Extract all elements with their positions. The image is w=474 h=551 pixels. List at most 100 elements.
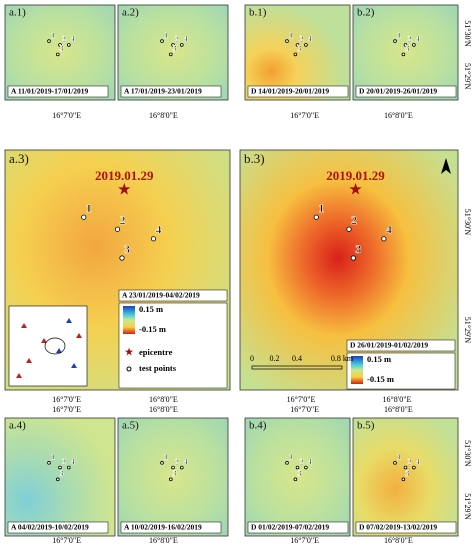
longitude-label: 16°7'0"E <box>52 395 81 404</box>
caption-box <box>7 521 109 534</box>
caption-box <box>355 85 457 98</box>
test-point <box>304 465 308 470</box>
map-raster <box>352 4 459 101</box>
test-point <box>346 226 352 232</box>
panel-label: b.1) <box>249 7 267 19</box>
test-point-label: 1 <box>397 31 401 40</box>
test-point <box>304 43 308 47</box>
longitude-label: 16°7'0"E <box>287 395 316 404</box>
test-point-label: 2 <box>408 457 412 466</box>
map-raster <box>244 4 351 101</box>
longitude-label: 16°7'0"E <box>290 405 319 414</box>
test-point <box>58 465 62 470</box>
test-point <box>412 43 416 47</box>
epicentre-star: ★ <box>348 181 362 198</box>
inset-station <box>16 373 22 378</box>
test-point <box>58 43 62 47</box>
test-point <box>350 255 356 261</box>
caption-box <box>7 85 109 98</box>
test-point-label: 3 <box>173 44 177 53</box>
panel-label: a.4) <box>9 420 26 432</box>
test-point-label: 2 <box>120 213 126 227</box>
longitude-label: 16°8'0"E <box>149 405 178 414</box>
scale-label: 0 <box>250 354 254 363</box>
test-point-label: 1 <box>318 201 324 215</box>
test-point <box>171 43 175 47</box>
test-point <box>160 39 164 43</box>
test-point-label: 1 <box>289 31 293 40</box>
colorbar-min: -0.15 m <box>367 374 394 384</box>
test-point-label: 4 <box>386 223 392 237</box>
caption-box <box>120 521 222 534</box>
inset-station <box>71 363 77 368</box>
panel-caption: A 17/01/2019-23/01/2019 <box>124 87 202 96</box>
test-point-label: 3 <box>60 469 64 478</box>
test-point-label: 4 <box>416 457 420 466</box>
scale-label: 0.2 <box>270 354 280 363</box>
map-panel: b.3) 1 2 3 4 ★2019.01.29 D 26/01/2019-01/02/20… <box>239 149 459 391</box>
panel-label: b.4) <box>249 420 267 432</box>
longitude-label: 16°7'0"E <box>52 111 81 120</box>
epicentre-date: 2019.01.29 <box>326 168 385 183</box>
test-point-label: 3 <box>297 469 301 478</box>
panel-label: a.5) <box>122 420 139 432</box>
colorbar-min: -0.15 m <box>139 324 166 334</box>
test-point <box>412 465 416 470</box>
test-point <box>381 236 387 242</box>
test-point <box>180 43 184 47</box>
test-point <box>160 461 164 465</box>
test-point <box>295 43 300 47</box>
longitude-label: 16°8'0"E <box>384 405 413 414</box>
test-point-label: 1 <box>86 201 92 215</box>
colorbar <box>351 356 363 384</box>
test-point <box>180 465 184 470</box>
test-point-label: 3 <box>405 469 409 478</box>
map-raster <box>117 4 229 101</box>
test-point <box>67 43 71 47</box>
map-panel: a.2) 1 234 A 17/01/2019-23/01/2019 <box>117 4 229 101</box>
test-point <box>285 39 289 43</box>
panel-caption: D 14/01/2019-20/01/2019 <box>251 87 329 96</box>
test-point-label: 1 <box>164 31 168 40</box>
colorbar-max: 0.15 m <box>139 304 163 314</box>
panel-caption: D 01/02/2019-07/02/2019 <box>251 523 329 532</box>
inset-station <box>66 318 72 323</box>
latitude-label: 51°30'N <box>463 209 472 236</box>
map-panel: b.5) 12 34 D 07/02/2019-13/02/2019 <box>352 417 459 537</box>
inset-station <box>76 333 82 338</box>
test-point <box>295 465 300 470</box>
panel-caption: A 11/01/2019-17/01/2019 <box>11 87 89 96</box>
test-point <box>403 465 408 470</box>
longitude-label: 16°8'0"E <box>149 111 178 120</box>
inset-station <box>56 348 62 353</box>
test-point-label: 2 <box>408 35 412 44</box>
colorbar-max: 0.15 m <box>367 354 391 364</box>
test-point <box>313 214 319 220</box>
legend-box <box>118 302 228 389</box>
test-point-label: 2 <box>175 457 179 466</box>
panel-label: a.3) <box>9 151 29 166</box>
test-point-label: 2 <box>62 457 66 466</box>
test-point-label: 1 <box>51 31 55 40</box>
map-raster <box>352 417 459 537</box>
inset-outline <box>44 337 66 355</box>
panel-caption: A 23/01/2019-04/02/2019 <box>122 291 200 300</box>
map-panel: a.4) 12 34 A 04/02/2019-10/02/2019 <box>4 417 116 537</box>
scale-label: 0.4 <box>292 354 302 363</box>
test-point <box>401 477 406 482</box>
legend-star: ★ <box>124 347 134 359</box>
map-raster <box>117 417 229 537</box>
caption-box <box>120 85 222 98</box>
map-panel: a.5) 12 34 A 10/02/2019-16/02/2019 <box>117 417 229 537</box>
test-point <box>114 226 121 232</box>
test-point-label: 3 <box>124 242 130 256</box>
caption-box <box>355 521 457 534</box>
latitude-label: 51°29'N <box>463 493 472 520</box>
map-panel: b.4) 12 34 D 01/02/2019-07/02/2019 <box>244 417 351 537</box>
longitude-label: 16°7'0"E <box>52 405 81 414</box>
test-point-label: 3 <box>355 242 361 256</box>
north-arrow <box>441 158 451 174</box>
test-point-label: 1 <box>51 453 55 462</box>
test-point-label: 3 <box>60 44 64 53</box>
